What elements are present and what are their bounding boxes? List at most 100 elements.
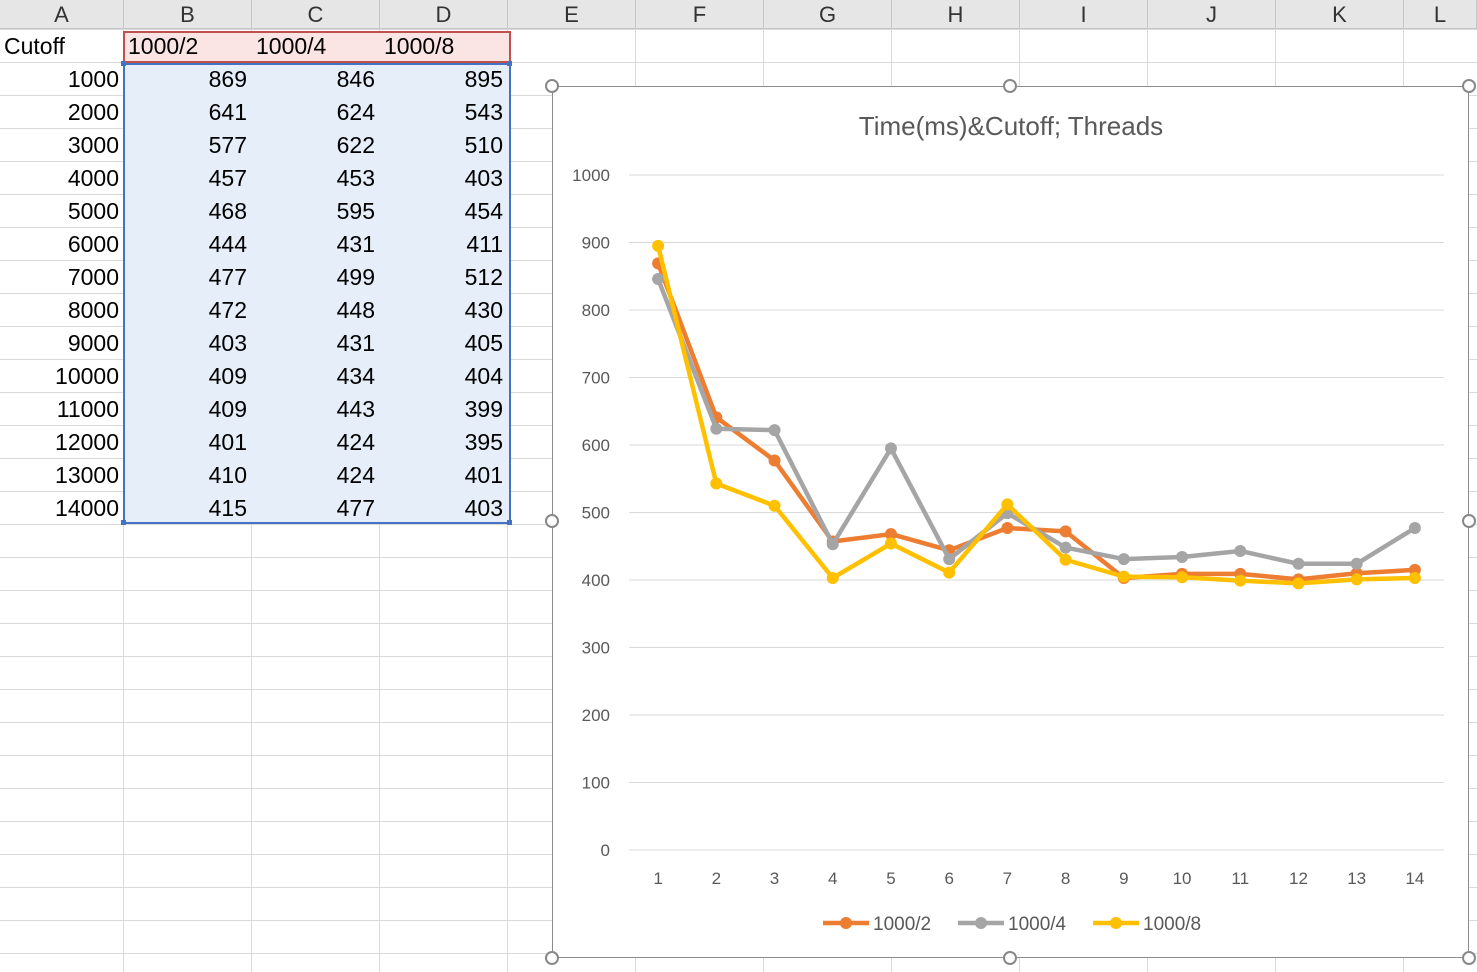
- cell-time-value[interactable]: 468: [208, 198, 247, 224]
- cell-time-value[interactable]: 641: [208, 99, 247, 125]
- cell-time-value[interactable]: 424: [336, 429, 375, 455]
- cell-cutoff-value[interactable]: 5000: [67, 198, 119, 224]
- data-point[interactable]: [710, 422, 723, 435]
- cell-cutoff-value[interactable]: 7000: [67, 264, 119, 290]
- chart-resize-handle[interactable]: [1003, 951, 1017, 965]
- cell-time-value[interactable]: 453: [336, 165, 375, 191]
- cell-time-value[interactable]: 403: [464, 495, 503, 521]
- cell-time-value[interactable]: 577: [208, 132, 247, 158]
- cell-time-value[interactable]: 444: [208, 231, 247, 257]
- column-header-g[interactable]: G: [764, 0, 892, 29]
- data-point[interactable]: [1001, 522, 1014, 535]
- cell-time-value[interactable]: 477: [208, 264, 247, 290]
- cell-time-value[interactable]: 895: [464, 66, 503, 92]
- column-header-c[interactable]: C: [252, 0, 380, 29]
- cell-cutoff-value[interactable]: 6000: [67, 231, 119, 257]
- cell-time-value[interactable]: 846: [336, 66, 375, 92]
- cell-time-value[interactable]: 622: [336, 132, 375, 158]
- chart-resize-handle[interactable]: [1462, 951, 1476, 965]
- data-point[interactable]: [1117, 570, 1130, 583]
- cell-time-value[interactable]: 399: [464, 396, 503, 422]
- cell-header-series[interactable]: 1000/2: [128, 33, 199, 59]
- column-header-j[interactable]: J: [1148, 0, 1276, 29]
- cell-time-value[interactable]: 405: [464, 330, 503, 356]
- cell-time-value[interactable]: 404: [464, 363, 503, 389]
- data-point[interactable]: [652, 239, 665, 252]
- cell-time-value[interactable]: 403: [464, 165, 503, 191]
- cell-cutoff-value[interactable]: 1000: [67, 66, 119, 92]
- cell-cutoff-value[interactable]: 10000: [55, 363, 119, 389]
- cell-time-value[interactable]: 499: [336, 264, 375, 290]
- line-chart[interactable]: Time(ms)&Cutoff; Threads 0 100 200 300 400 500…: [552, 86, 1469, 958]
- cell-time-value[interactable]: 595: [336, 198, 375, 224]
- data-point[interactable]: [1176, 571, 1189, 584]
- data-point[interactable]: [1350, 573, 1363, 586]
- cell-time-value[interactable]: 431: [336, 330, 375, 356]
- chart-resize-handle[interactable]: [545, 951, 559, 965]
- data-point[interactable]: [768, 424, 781, 437]
- data-point[interactable]: [1059, 553, 1072, 566]
- chart-resize-handle[interactable]: [1462, 514, 1476, 528]
- column-header-f[interactable]: F: [636, 0, 764, 29]
- chart-resize-handle[interactable]: [545, 514, 559, 528]
- selection-corner-handle[interactable]: [121, 520, 126, 525]
- cell-cutoff-value[interactable]: 12000: [55, 429, 119, 455]
- cell-time-value[interactable]: 624: [336, 99, 375, 125]
- column-header-h[interactable]: H: [892, 0, 1020, 29]
- cell-time-value[interactable]: 543: [464, 99, 503, 125]
- cell-time-value[interactable]: 512: [464, 264, 503, 290]
- cell-time-value[interactable]: 431: [336, 231, 375, 257]
- column-header-k[interactable]: K: [1276, 0, 1404, 29]
- cell-header-series[interactable]: 1000/8: [384, 33, 455, 59]
- series-line-1000/8[interactable]: [655, 245, 1415, 586]
- cell-time-value[interactable]: 472: [208, 297, 247, 323]
- data-point[interactable]: [826, 538, 839, 551]
- data-point[interactable]: [652, 272, 665, 285]
- selection-corner-handle[interactable]: [507, 61, 512, 66]
- data-point[interactable]: [1234, 574, 1247, 587]
- data-point[interactable]: [1059, 541, 1072, 554]
- cell-time-value[interactable]: 415: [208, 495, 247, 521]
- cell-cutoff-value[interactable]: 14000: [55, 495, 119, 521]
- data-point[interactable]: [1292, 557, 1305, 570]
- cell-header-series[interactable]: 1000/4: [256, 33, 327, 59]
- data-point[interactable]: [1350, 557, 1363, 570]
- cell-time-value[interactable]: 869: [208, 66, 247, 92]
- cell-cutoff-value[interactable]: 11000: [56, 396, 119, 422]
- column-header-e[interactable]: E: [508, 0, 636, 29]
- data-point[interactable]: [1117, 553, 1130, 566]
- cell-time-value[interactable]: 403: [208, 330, 247, 356]
- data-point[interactable]: [1292, 577, 1305, 590]
- data-point[interactable]: [710, 477, 723, 490]
- cell-time-value[interactable]: 510: [464, 132, 503, 158]
- cell-time-value[interactable]: 443: [336, 396, 375, 422]
- cell-header-cutoff[interactable]: Cutoff: [4, 33, 65, 59]
- data-point[interactable]: [1234, 544, 1247, 557]
- cell-time-value[interactable]: 409: [208, 396, 247, 422]
- column-header-b[interactable]: B: [124, 0, 252, 29]
- selection-corner-handle[interactable]: [507, 520, 512, 525]
- cell-time-value[interactable]: 409: [208, 363, 247, 389]
- cell-cutoff-value[interactable]: 13000: [55, 462, 119, 488]
- cell-time-value[interactable]: 410: [208, 462, 247, 488]
- cell-time-value[interactable]: 411: [466, 231, 503, 257]
- cell-time-value[interactable]: 454: [464, 198, 503, 224]
- cell-cutoff-value[interactable]: 4000: [67, 165, 119, 191]
- cell-time-value[interactable]: 401: [464, 462, 503, 488]
- column-header-i[interactable]: I: [1020, 0, 1148, 29]
- cell-time-value[interactable]: 424: [336, 462, 375, 488]
- chart-resize-handle[interactable]: [1462, 79, 1476, 93]
- cell-cutoff-value[interactable]: 9000: [67, 330, 119, 356]
- data-point[interactable]: [884, 537, 897, 550]
- cell-time-value[interactable]: 401: [208, 429, 247, 455]
- column-header-a[interactable]: A: [0, 0, 124, 29]
- data-point[interactable]: [1408, 522, 1421, 535]
- cell-time-value[interactable]: 448: [336, 297, 375, 323]
- selection-corner-handle[interactable]: [121, 61, 126, 66]
- data-point[interactable]: [884, 442, 897, 455]
- cell-cutoff-value[interactable]: 8000: [67, 297, 119, 323]
- data-point[interactable]: [1176, 551, 1189, 564]
- data-point[interactable]: [943, 553, 956, 566]
- cell-cutoff-value[interactable]: 2000: [67, 99, 119, 125]
- cell-time-value[interactable]: 430: [464, 297, 503, 323]
